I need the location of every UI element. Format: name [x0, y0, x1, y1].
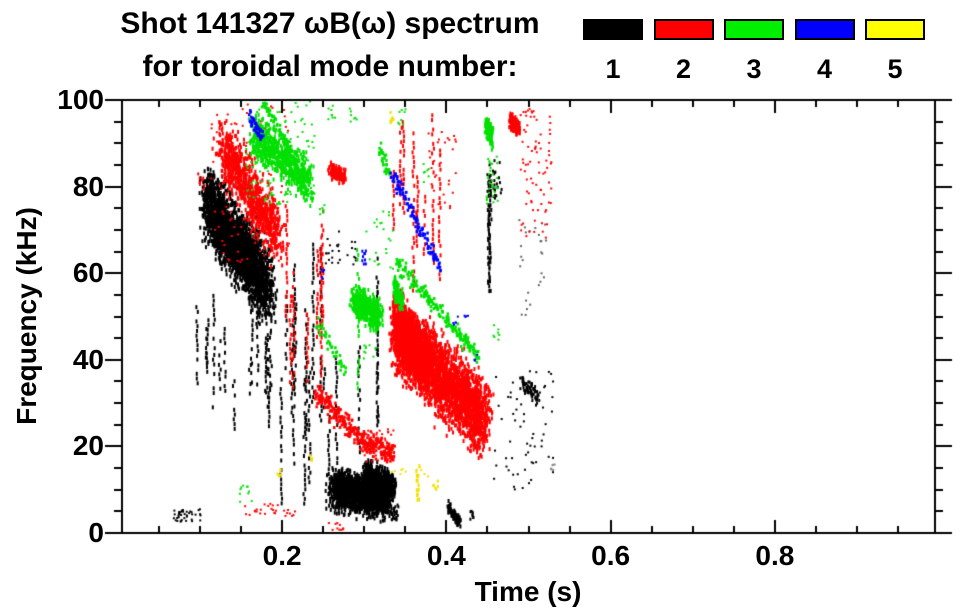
- y-tick-label: 60: [72, 257, 104, 289]
- figure-subtitle: for toroidal mode number:: [142, 50, 518, 83]
- figure-title: Shot 141327 ωB(ω) spectrum: [120, 7, 540, 40]
- x-axis-title: Time (s): [474, 576, 582, 607]
- legend-swatch-mode-4: [794, 19, 855, 40]
- y-tick-label: 100: [57, 84, 104, 115]
- legend-swatch-mode-3: [724, 19, 784, 40]
- legend-label-mode-5: 5: [887, 54, 903, 84]
- x-tick-label: 0.4: [426, 540, 466, 571]
- legend-label-mode-1: 1: [605, 54, 621, 84]
- y-tick-label: 20: [72, 430, 104, 462]
- x-tick-label: 0.8: [755, 540, 795, 571]
- x-tick-label: 0.2: [262, 540, 302, 571]
- legend-swatch-mode-1: [583, 19, 643, 40]
- y-axis-title: Frequency (kHz): [11, 207, 42, 425]
- y-tick-label: 0: [88, 517, 104, 548]
- y-tick-label: 80: [72, 170, 104, 202]
- legend-swatch-mode-2: [653, 19, 714, 40]
- x-tick-label: 0.6: [591, 540, 631, 571]
- legend-label-mode-4: 4: [816, 54, 833, 84]
- y-tick-label: 40: [72, 343, 104, 375]
- legend-label-mode-2: 2: [675, 54, 692, 84]
- legend-label-mode-3: 3: [746, 54, 762, 84]
- legend-swatch-mode-5: [865, 19, 925, 40]
